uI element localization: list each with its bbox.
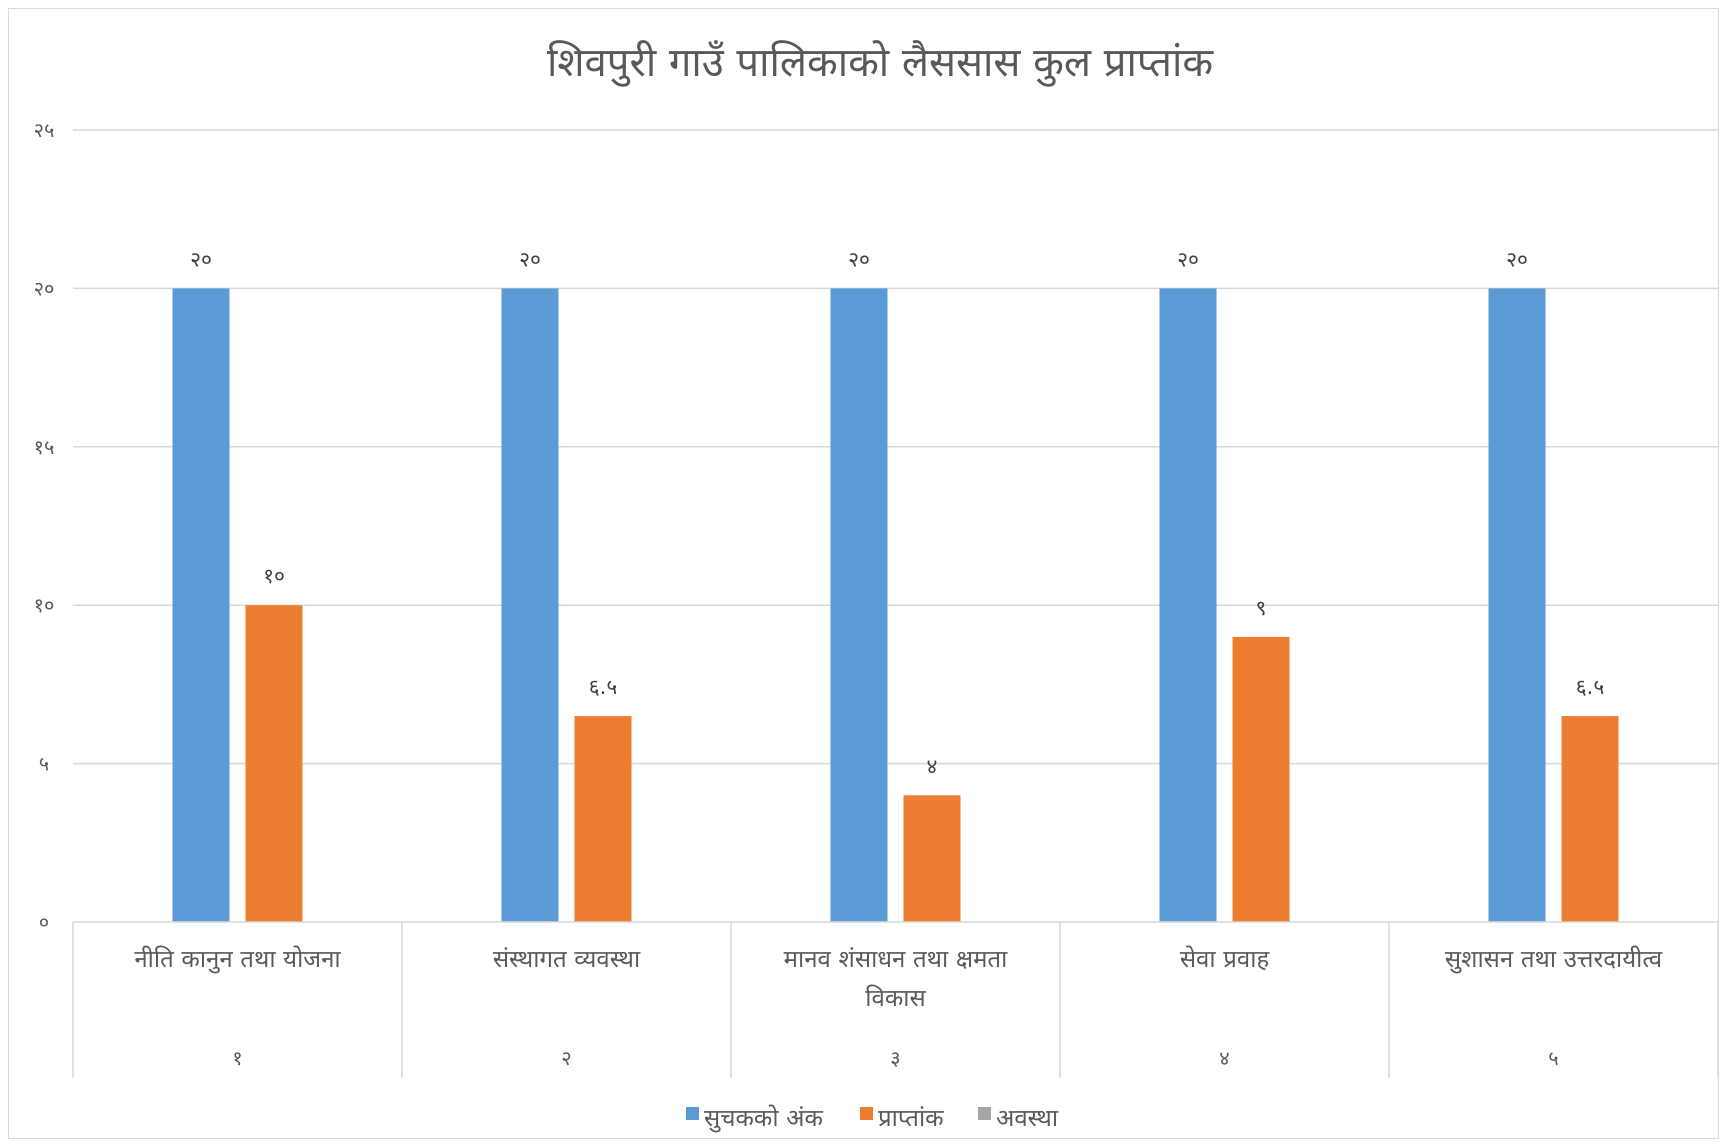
data-label: २० (190, 247, 212, 271)
x-group-label: ३ (890, 1046, 900, 1070)
data-label: ६.५ (1576, 675, 1605, 699)
x-group-label: १ (232, 1046, 242, 1070)
y-tick-label: ० (39, 910, 49, 934)
y-tick-label: २५ (34, 118, 55, 142)
y-tick-label: १५ (34, 435, 55, 459)
data-label: ६.५ (589, 675, 618, 699)
bars (172, 288, 1619, 922)
x-group-label: ४ (1219, 1046, 1229, 1070)
y-tick-label: २० (34, 276, 55, 300)
y-tick-label: ५ (39, 752, 49, 776)
data-label: १० (263, 564, 285, 588)
bar (501, 288, 559, 922)
bar (245, 605, 303, 922)
y-tick-label: १० (34, 593, 55, 617)
x-tick-label: सुशासन तथा उत्तरदायीत्व (1445, 945, 1663, 974)
bar (1159, 288, 1217, 922)
x-group-label: २ (561, 1046, 571, 1070)
legend-swatch (978, 1107, 991, 1120)
legend-label: अवस्था (996, 1104, 1059, 1132)
data-labels: २० १० २० ६.५ २० ४ २० ९ २० ६.५ (190, 247, 1604, 778)
data-label: २० (1506, 247, 1528, 271)
bar (1232, 636, 1290, 922)
x-tick-label: नीति कानुन तथा योजना (134, 945, 341, 974)
bar (830, 288, 888, 922)
legend: सुचकको अंक प्राप्तांक अवस्था (686, 1104, 1059, 1133)
x-group-label: ५ (1548, 1046, 1558, 1070)
legend-swatch (860, 1107, 873, 1120)
legend-label: सुचकको अंक (704, 1104, 824, 1133)
x-tick-label: सेवा प्रवाह (1180, 945, 1271, 973)
data-label: २० (519, 247, 541, 271)
bar (903, 795, 961, 922)
data-label: २० (848, 247, 870, 271)
bar (172, 288, 230, 922)
x-tick-label: विकास (865, 984, 926, 1012)
chart-title: शिवपुरी गाउँ पालिकाको लैससास कुल प्राप्त… (547, 40, 1214, 87)
bar (574, 716, 632, 922)
data-label: २० (1177, 247, 1199, 271)
legend-label: प्राप्तांक (878, 1104, 944, 1132)
x-tick-label: मानव शंसाधन तथा क्षमता (784, 945, 1008, 973)
x-tick-label: संस्थागत व्यवस्था (493, 945, 641, 973)
bar (1561, 716, 1619, 922)
legend-swatch (686, 1107, 699, 1120)
data-label: ९ (1256, 596, 1267, 620)
bar (1488, 288, 1546, 922)
gridlines (73, 129, 1718, 765)
data-label: ४ (927, 754, 938, 778)
